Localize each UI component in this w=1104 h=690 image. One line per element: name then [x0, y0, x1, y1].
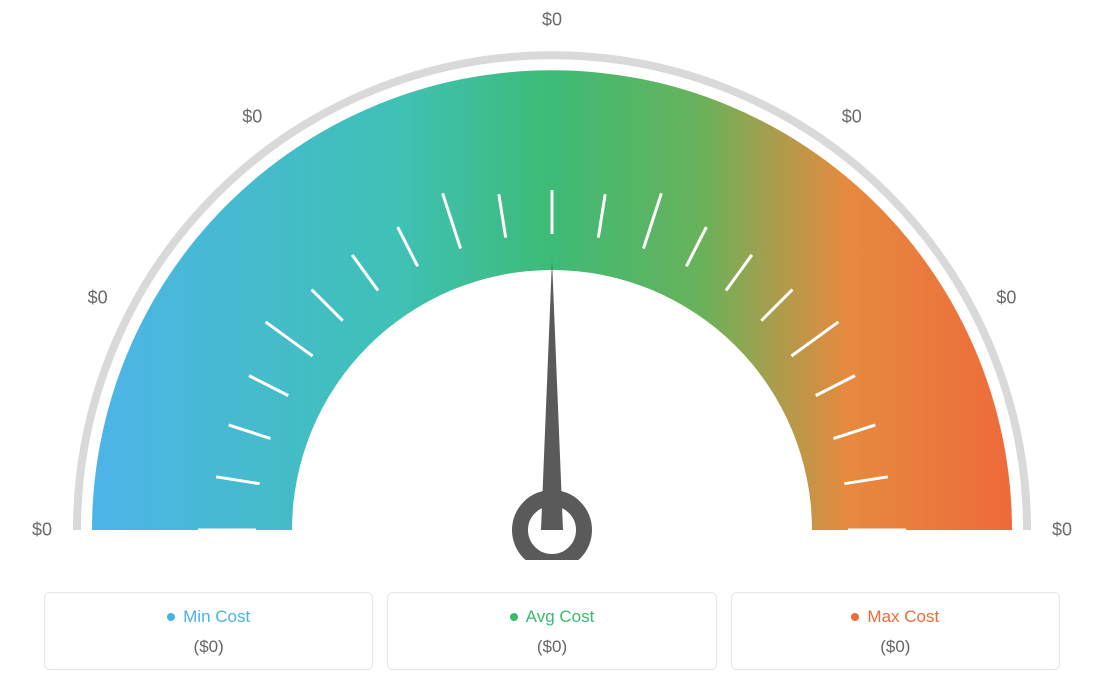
gauge-scale-label: $0 [542, 10, 562, 31]
gauge-scale-label: $0 [32, 520, 52, 541]
gauge-scale-label: $0 [88, 288, 108, 309]
gauge-chart: $0 $0 $0 $0 $0 $0 $0 [0, 0, 1104, 560]
legend-value-avg: ($0) [398, 637, 705, 657]
legend-card-min: Min Cost ($0) [44, 592, 373, 670]
legend-card-avg: Avg Cost ($0) [387, 592, 716, 670]
gauge-svg [0, 0, 1104, 560]
legend-row: Min Cost ($0) Avg Cost ($0) Max Cost ($0… [44, 592, 1060, 670]
dot-icon [510, 613, 518, 621]
legend-label: Max Cost [867, 607, 939, 627]
legend-title-max: Max Cost [851, 607, 939, 627]
legend-value-max: ($0) [742, 637, 1049, 657]
legend-title-avg: Avg Cost [510, 607, 595, 627]
gauge-scale-label: $0 [996, 288, 1016, 309]
legend-label: Avg Cost [526, 607, 595, 627]
dot-icon [851, 613, 859, 621]
gauge-scale-label: $0 [242, 107, 262, 128]
gauge-scale-label: $0 [1052, 520, 1072, 541]
gauge-scale-label: $0 [842, 107, 862, 128]
gauge-needle [541, 260, 563, 530]
legend-value-min: ($0) [55, 637, 362, 657]
cost-gauge-widget: $0 $0 $0 $0 $0 $0 $0 Min Cost ($0) Avg Cost ($… [0, 0, 1104, 690]
dot-icon [167, 613, 175, 621]
legend-card-max: Max Cost ($0) [731, 592, 1060, 670]
legend-label: Min Cost [183, 607, 250, 627]
legend-title-min: Min Cost [167, 607, 250, 627]
